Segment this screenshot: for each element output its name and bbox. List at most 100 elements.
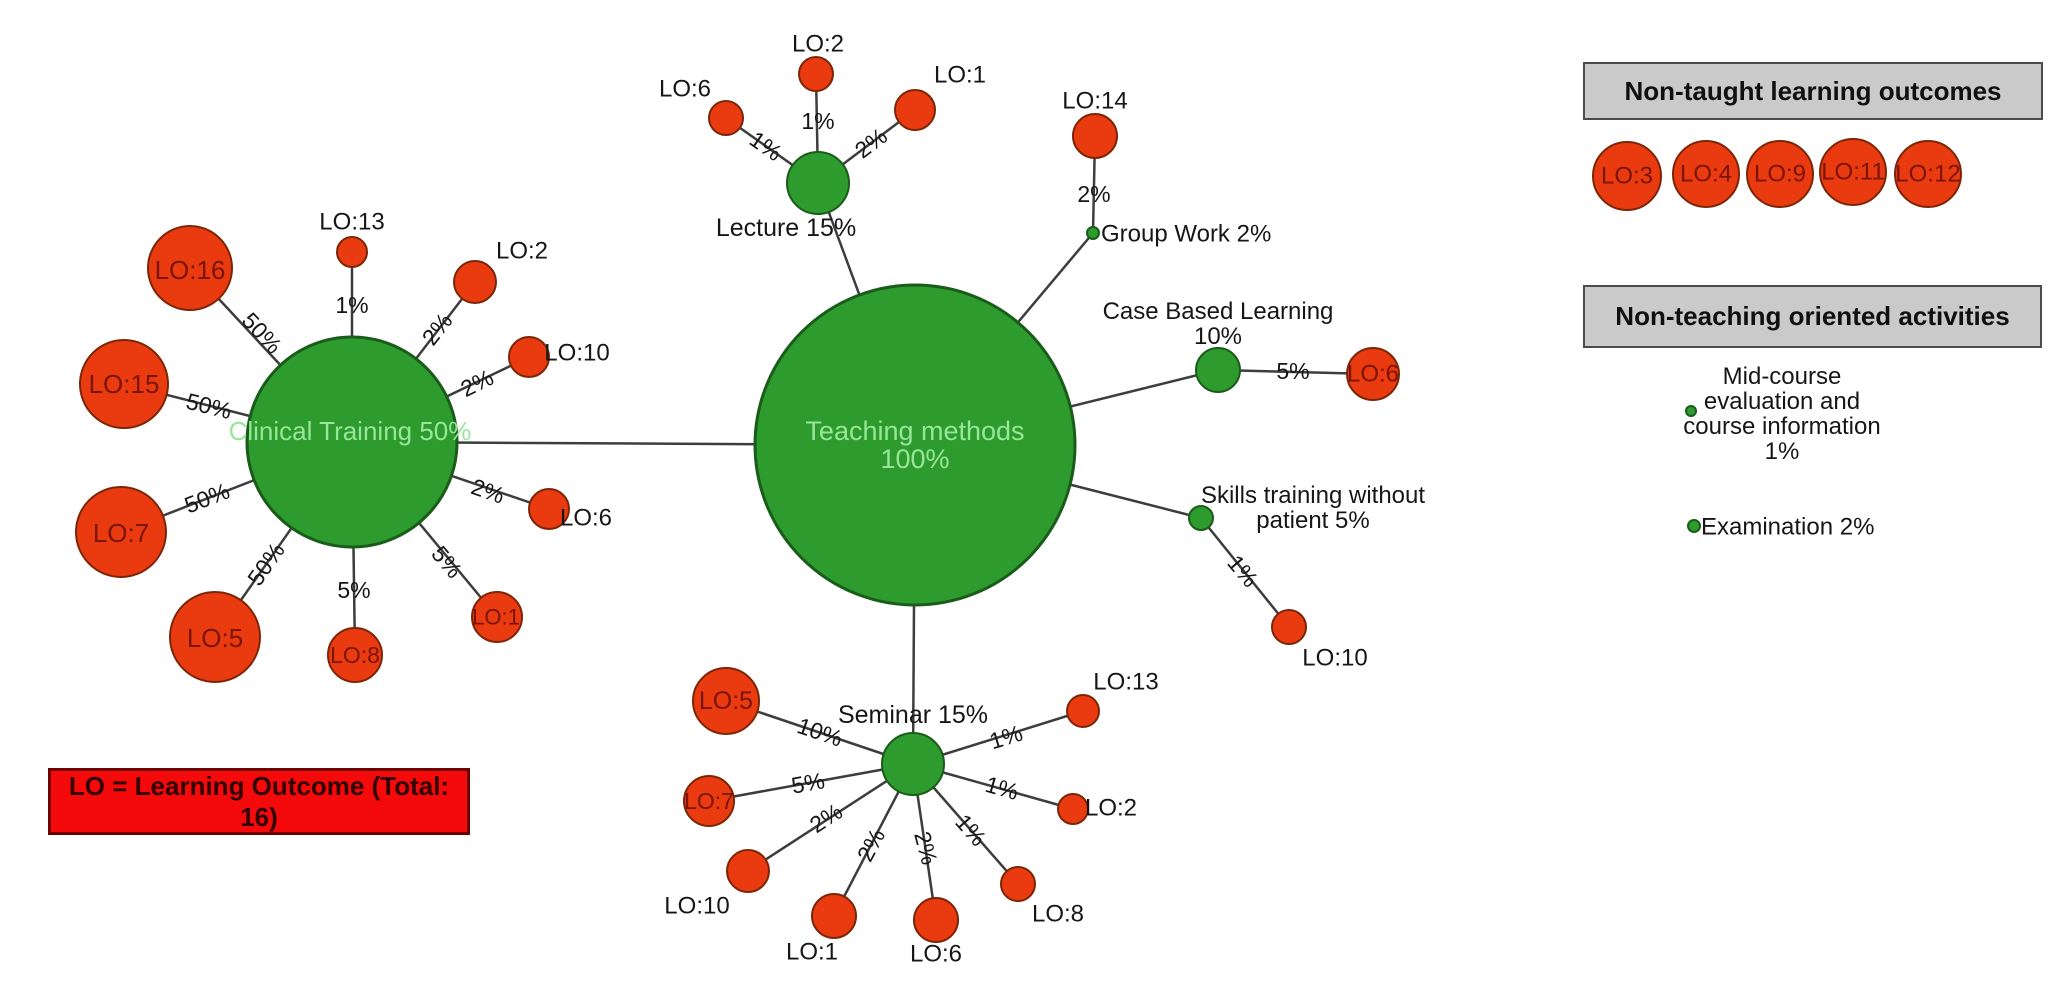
- edge-seminar-lo2-seminar-label: 1%: [982, 771, 1021, 805]
- lo10-seminar: [726, 849, 770, 893]
- lo6-clinical: [528, 488, 570, 530]
- edge-clinical-training-lo5-clinical-label: 50%: [242, 538, 290, 591]
- edge-lecture-lo1-lecture-label: 2%: [850, 123, 892, 164]
- lo10-clinical: [508, 336, 550, 378]
- lo11-legend: [1819, 138, 1887, 206]
- lo14-groupwork-label: LO:14: [1062, 88, 1127, 115]
- edge-seminar-lo1-seminar-label: 2%: [852, 824, 891, 866]
- lo2-lecture: [798, 56, 834, 92]
- examination-dot: [1687, 519, 1701, 533]
- lo5-clinical-label: LO:5: [187, 623, 243, 653]
- lo2-clinical: [453, 260, 497, 304]
- lecture-label: Lecture 15%: [716, 214, 856, 242]
- lecture: [786, 151, 850, 215]
- midcourse-evaluation-dot-label: evaluation and: [1704, 388, 1860, 415]
- lo2-seminar: [1057, 793, 1089, 825]
- non-taught-outcomes-title: Non-taught learning outcomes: [1624, 75, 2002, 106]
- non-teaching-activities-header: Non-teaching oriented activities: [1583, 285, 2042, 348]
- edge-case-based-learning-lo6-cbl-label: 5%: [1276, 358, 1309, 384]
- edge-clinical-training-lo8-clinical-label: 5%: [337, 577, 370, 603]
- edge-clinical-training-lo13-clinical-label: 1%: [335, 292, 368, 318]
- lo7-seminar: [683, 775, 735, 827]
- lo1-lecture: [894, 89, 936, 131]
- lo10-seminar-label: LO:10: [664, 893, 729, 920]
- edge-seminar-lo6-seminar-label: 2%: [909, 829, 943, 868]
- lo1-seminar: [811, 893, 857, 939]
- lo12-legend-label: LO:12: [1895, 161, 1960, 188]
- examination-dot-label: Examination 2%: [1701, 514, 1874, 541]
- lo8-seminar: [1000, 866, 1036, 902]
- group-work: [1086, 226, 1100, 240]
- lo6-cbl: [1346, 347, 1400, 401]
- edge-clinical-training-lo6-clinical-label: 2%: [468, 473, 508, 508]
- lo16-clinical-label: LO:16: [155, 255, 226, 285]
- lo10-clinical-label: LO:10: [544, 340, 609, 367]
- edge-clinical-training-lo10-clinical-label: 2%: [456, 364, 497, 402]
- lo8-clinical: [327, 627, 383, 683]
- case-based-learning-label: Case Based Learning: [1103, 298, 1334, 325]
- lo12-legend: [1894, 140, 1962, 208]
- lo10-skills: [1271, 609, 1307, 645]
- lo2-seminar-label: LO:2: [1085, 795, 1137, 822]
- lo13-clinical-label: LO:13: [319, 209, 384, 236]
- lo7-seminar-label: LO:7: [684, 788, 734, 814]
- lo6-clinical-label: LO:6: [560, 505, 612, 532]
- skills-training: [1188, 505, 1214, 531]
- case-based-learning: [1195, 347, 1241, 393]
- edge-seminar-lo13-seminar-label: 1%: [986, 720, 1025, 755]
- lo2-clinical-label: LO:2: [496, 238, 548, 265]
- case-based-learning-label: 10%: [1194, 323, 1242, 350]
- lo1-clinical: [471, 591, 523, 643]
- lo9-legend: [1746, 140, 1814, 208]
- lo8-seminar-label: LO:8: [1032, 901, 1084, 928]
- clinical-training: [245, 335, 459, 549]
- lo16-clinical: [147, 225, 233, 311]
- edge-skills-training-lo10-skills: [1200, 517, 1290, 628]
- lo3-legend: [1592, 141, 1662, 211]
- edge-seminar-lo7-seminar: [708, 762, 914, 803]
- lo6-lecture-label: LO:6: [659, 76, 711, 103]
- lo-definition-text: LO = Learning Outcome (Total: 16): [68, 770, 450, 832]
- edge-clinical-training-lo7-clinical-label: 50%: [181, 478, 233, 519]
- seminar-label: Seminar 15%: [838, 701, 988, 729]
- lo6-seminar-label: LO:6: [910, 941, 962, 968]
- midcourse-evaluation-dot: [1685, 405, 1697, 417]
- lo15-clinical: [79, 339, 169, 429]
- edge-clinical-training-lo16-clinical-label: 50%: [237, 307, 287, 358]
- lo6-seminar: [913, 897, 959, 943]
- skills-training-label: patient 5%: [1256, 507, 1369, 534]
- lo9-legend-label: LO:9: [1754, 161, 1806, 188]
- edge-seminar-lo7-seminar-label: 5%: [789, 767, 826, 798]
- lo15-clinical-label: LO:15: [89, 369, 160, 399]
- midcourse-evaluation-dot-label: course information: [1683, 413, 1880, 440]
- seminar: [881, 732, 945, 796]
- lo1-clinical-label: LO:1: [472, 605, 520, 630]
- lo5-seminar: [692, 667, 760, 735]
- group-work-label: Group Work 2%: [1101, 221, 1271, 248]
- lo13-seminar-label: LO:13: [1093, 669, 1158, 696]
- lo10-skills-label: LO:10: [1302, 645, 1367, 672]
- lo6-cbl-label: LO:6: [1347, 361, 1399, 388]
- skills-training-label: Skills training without: [1201, 482, 1425, 509]
- lo13-seminar: [1066, 694, 1100, 728]
- teaching-methods: [753, 283, 1077, 607]
- lo7-clinical-label: LO:7: [93, 518, 149, 548]
- lo3-legend-label: LO:3: [1601, 163, 1653, 190]
- lo8-clinical-label: LO:8: [330, 642, 380, 668]
- clinical-training-label: Clinical Training 50%: [229, 416, 472, 446]
- edge-skills-training-lo10-skills-label: 1%: [1222, 550, 1263, 592]
- lo4-legend-label: LO:4: [1680, 161, 1732, 188]
- lo5-seminar-label: LO:5: [699, 687, 753, 715]
- midcourse-evaluation-dot-label: 1%: [1765, 438, 1800, 465]
- lo4-legend: [1672, 140, 1740, 208]
- lo7-clinical: [75, 486, 167, 578]
- lo-definition-box: LO = Learning Outcome (Total: 16): [48, 768, 470, 835]
- lo14-groupwork: [1072, 113, 1118, 159]
- lo11-legend-label: LO:11: [1821, 159, 1885, 186]
- teaching-methods-label: Teaching methods: [805, 416, 1024, 446]
- edge-clinical-training-lo15-clinical-label: 50%: [184, 388, 235, 424]
- lo1-lecture-label: LO:1: [934, 62, 986, 89]
- lo1-seminar-label: LO:1: [786, 939, 838, 966]
